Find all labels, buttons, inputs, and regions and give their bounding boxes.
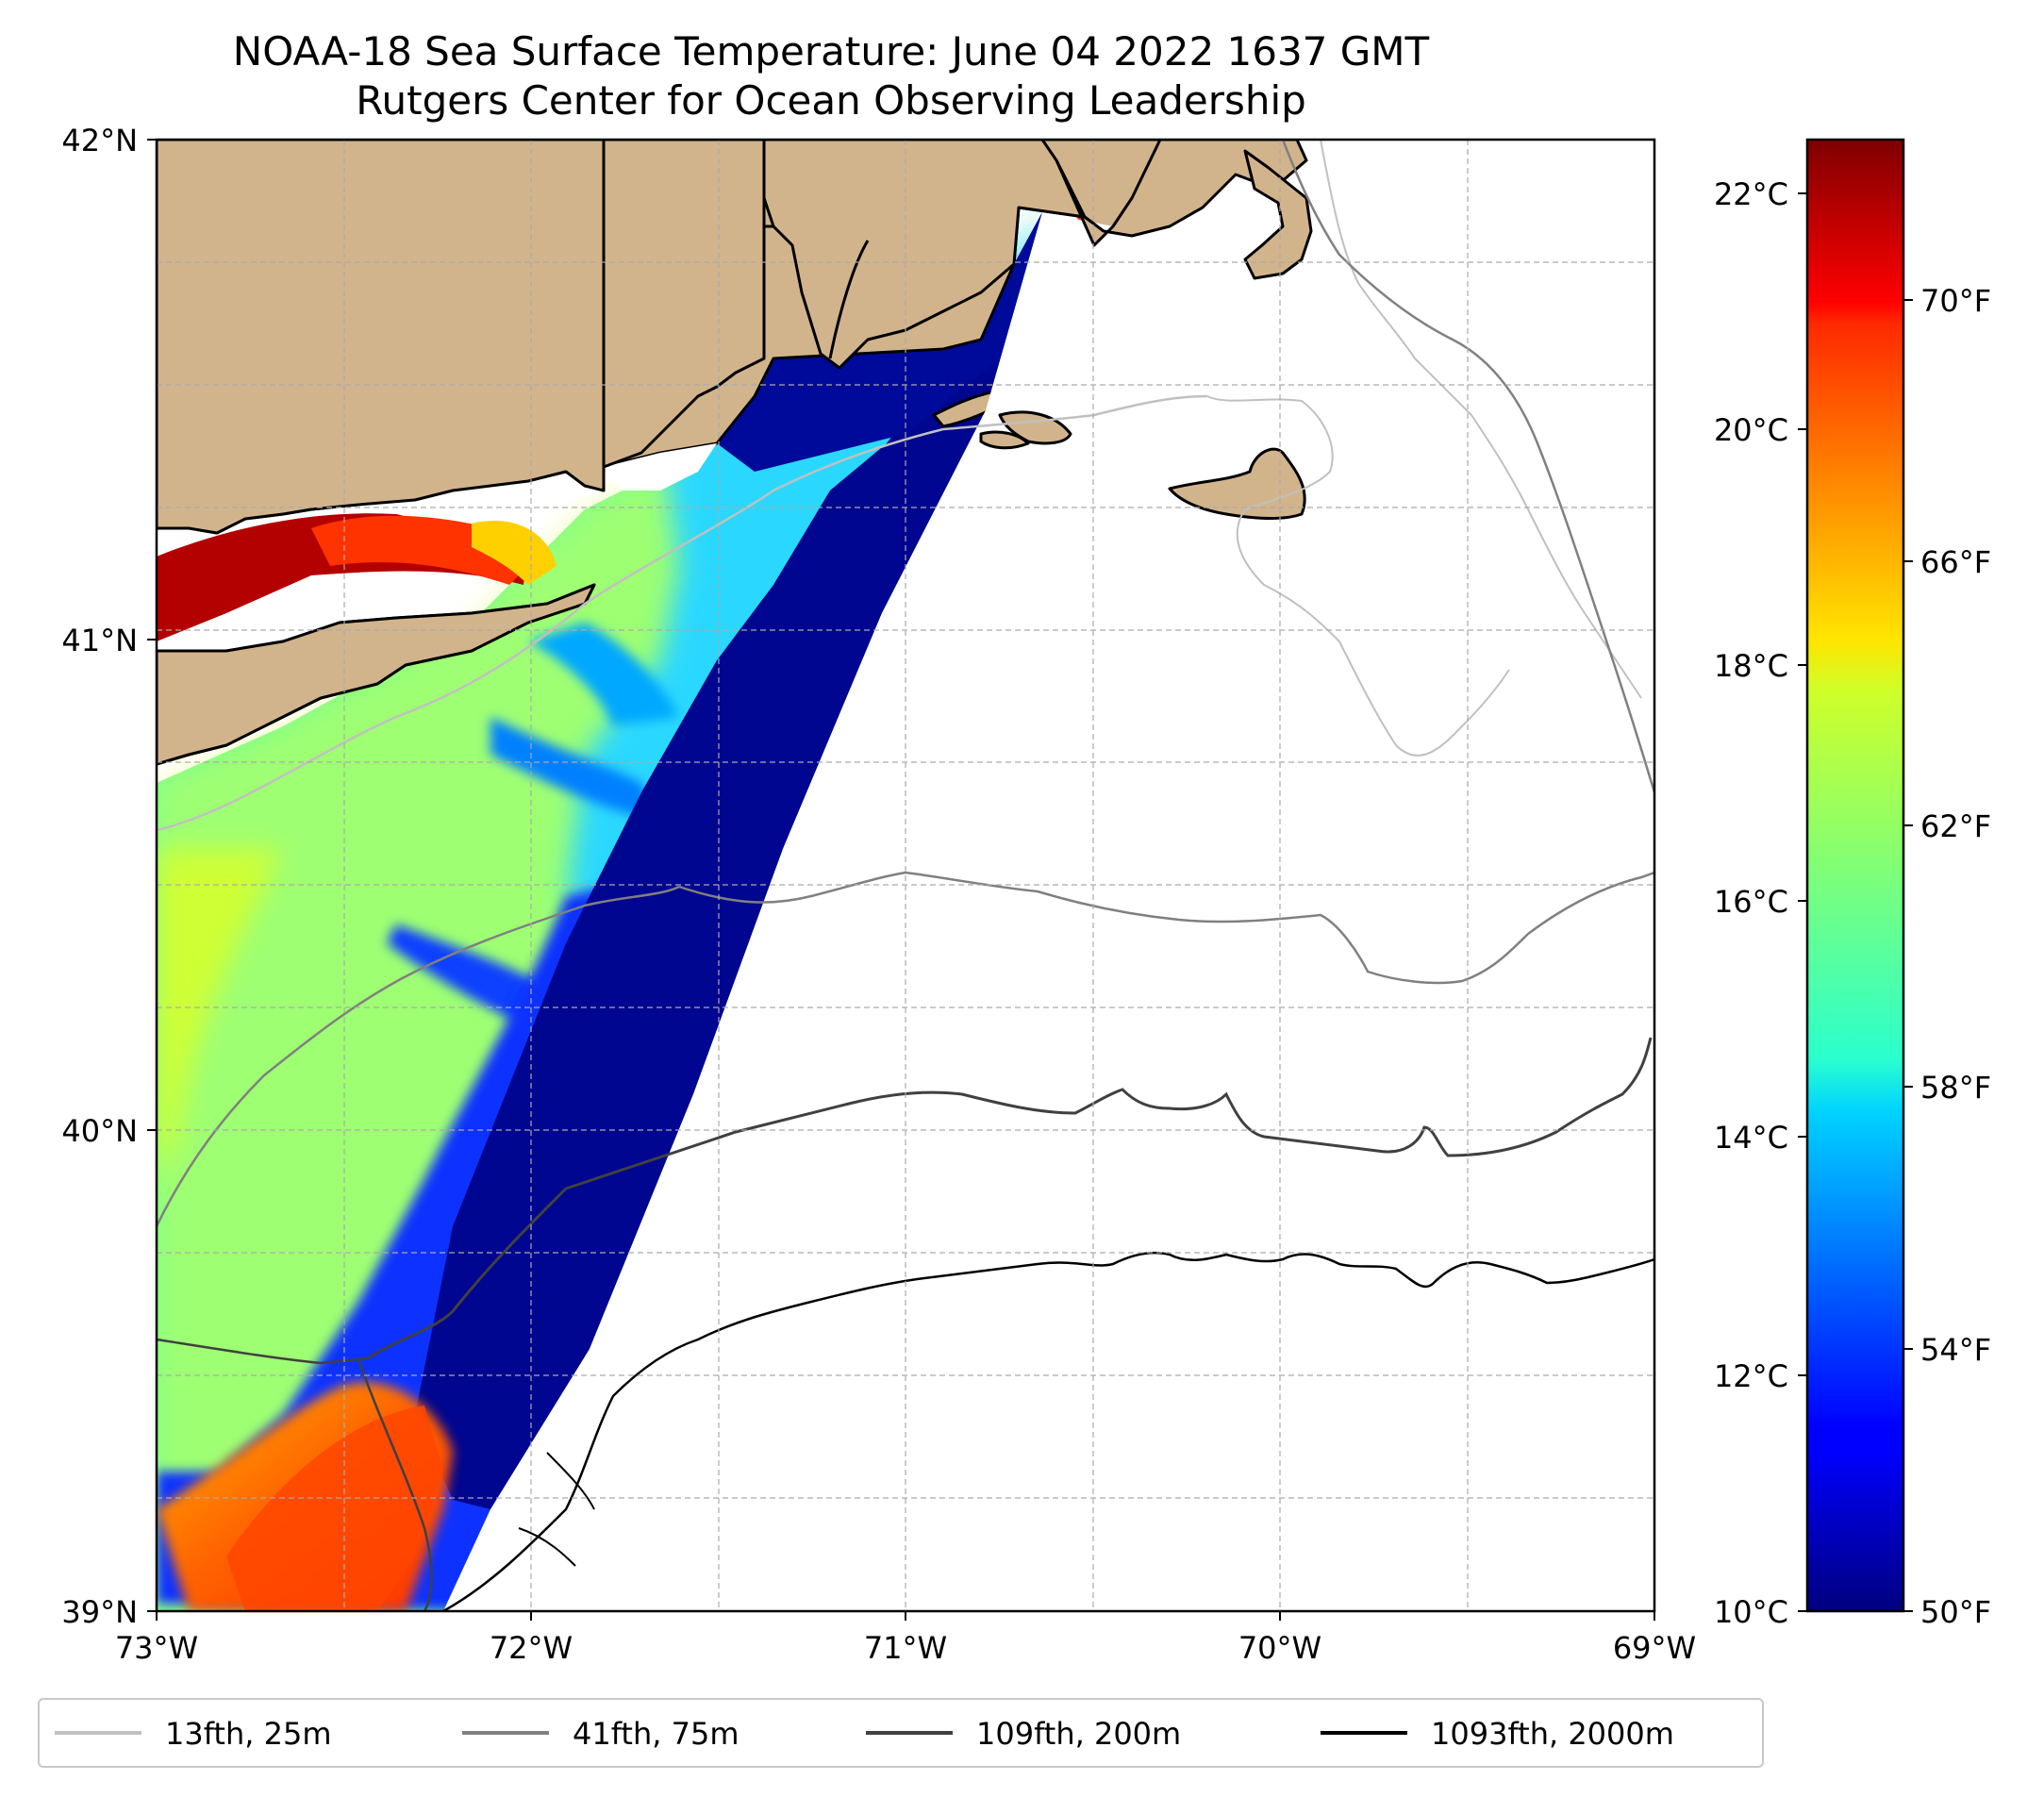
colorbar-fahrenheit-label: 70°F: [1920, 283, 1991, 319]
lat-tick-label: 41°N: [61, 623, 138, 658]
lon-tick-label: 73°W: [115, 1630, 198, 1666]
colorbar-celsius-label: 14°C: [1714, 1120, 1788, 1156]
lat-tick-label: 40°N: [61, 1113, 138, 1149]
colorbar-gradient: [1805, 138, 1905, 1613]
latitude-labels: 42°N 41°N 40°N 39°N: [61, 123, 138, 1630]
map-layers: [157, 140, 1654, 1611]
colorbar-celsius-label: 20°C: [1714, 412, 1788, 448]
land-top: [157, 140, 1313, 766]
map-subtitle: Rutgers Center for Ocean Observing Leade…: [356, 77, 1306, 124]
longitude-labels: 73°W 72°W 71°W 70°W 69°W: [115, 1630, 1696, 1666]
colorbar-celsius-label: 18°C: [1714, 648, 1788, 684]
colorbar-fahrenheit-label: 62°F: [1920, 808, 1991, 844]
axis-ticks: [147, 139, 1655, 1621]
bathymetry-contours: [157, 140, 1654, 1611]
map-gridlines: [157, 140, 1654, 1611]
lat-tick-label: 39°N: [61, 1594, 138, 1630]
map-title: NOAA-18 Sea Surface Temperature: June 04…: [232, 28, 1430, 75]
colorbar-celsius-label: 16°C: [1714, 884, 1788, 920]
lon-tick-label: 71°W: [864, 1630, 947, 1666]
lon-tick-label: 72°W: [490, 1630, 573, 1666]
colorbar-fahrenheit-label: 58°F: [1920, 1070, 1991, 1106]
colorbar-fahrenheit-label: 50°F: [1920, 1594, 1991, 1630]
lon-tick-label: 70°W: [1238, 1630, 1321, 1666]
legend-label: 1093fth, 2000m: [1431, 1716, 1674, 1752]
state-borders: [602, 140, 870, 491]
colorbar: 22°C 20°C 18°C 16°C 14°C 12°C 10°C 70°F …: [1714, 138, 1991, 1630]
colorbar-fahrenheit-label: 54°F: [1920, 1332, 1991, 1368]
lon-tick-label: 69°W: [1613, 1630, 1696, 1666]
sst-swath: [157, 140, 1160, 1611]
colorbar-celsius-label: 10°C: [1714, 1594, 1788, 1630]
legend-label: 13fth, 25m: [165, 1716, 331, 1752]
legend: 13fth, 25m 41fth, 75m 109fth, 200m 1093f…: [55, 1716, 1674, 1752]
legend-box: [38, 1698, 1764, 1768]
colorbar-celsius-label: 12°C: [1714, 1358, 1788, 1394]
legend-label: 109fth, 200m: [976, 1716, 1181, 1752]
legend-label: 41fth, 75m: [573, 1716, 739, 1752]
colorbar-celsius-label: 22°C: [1714, 176, 1788, 212]
colorbar-fahrenheit-label: 66°F: [1920, 544, 1991, 580]
lat-tick-label: 42°N: [61, 123, 138, 158]
